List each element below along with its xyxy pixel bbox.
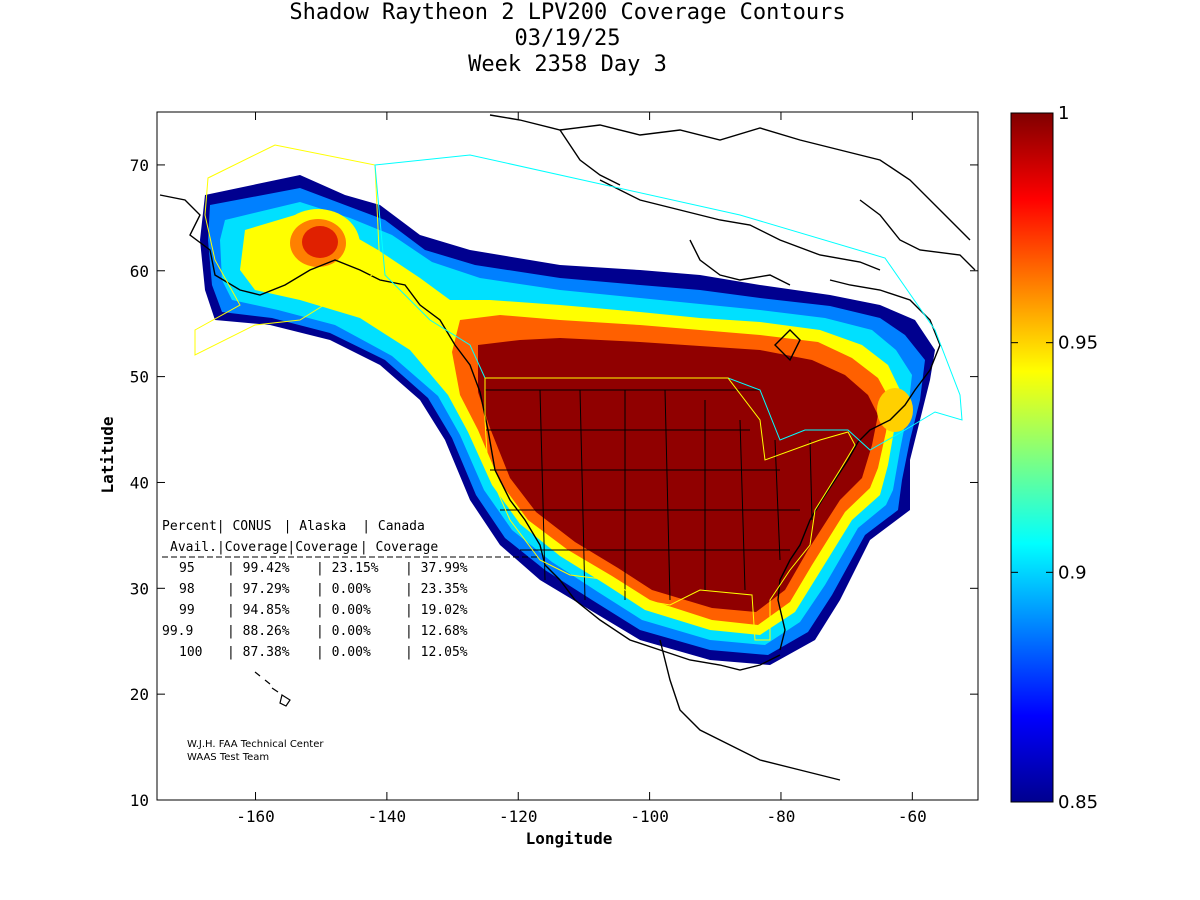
- alaska-coverage-peak: [302, 226, 338, 258]
- table-cell: | 88.26%: [227, 624, 290, 639]
- conus-service-volume: [484, 377, 856, 641]
- coverage-contours: [159, 114, 976, 781]
- table-cell: 100: [179, 645, 202, 660]
- table-cell: | 23.35%: [405, 582, 468, 597]
- table-cell: | 12.05%: [405, 645, 468, 660]
- y-tick-label: 40: [130, 473, 149, 492]
- y-tick-label: 70: [130, 156, 149, 175]
- table-cell: | 0.00%: [316, 582, 371, 597]
- colorbar: [1010, 112, 1054, 803]
- x-tick-label: -100: [630, 807, 669, 826]
- table-row: 98 | 97.29% | 0.00% | 23.35%: [179, 582, 468, 597]
- table-cell: 95: [179, 561, 195, 576]
- y-tick-label: 20: [130, 685, 149, 704]
- x-tick-label: -160: [236, 807, 275, 826]
- table-cell: 99: [179, 603, 195, 618]
- colorbar-ticks: 1 0.95 0.9 0.85: [1011, 103, 1098, 813]
- x-axis-ticks: -160 -140 -120 -100 -80 -60: [236, 112, 927, 826]
- chart-date: 03/19/25: [514, 26, 621, 51]
- x-axis-label: Longitude: [526, 829, 613, 848]
- x-tick-label: -80: [767, 807, 796, 826]
- hawaii-islands: [254, 671, 291, 707]
- credit-line-1: W.J.H. FAA Technical Center: [187, 739, 324, 750]
- service-volume-outlines: [194, 144, 963, 641]
- colorbar-tick-label: 0.9: [1058, 562, 1087, 583]
- table-cell: | 0.00%: [316, 645, 371, 660]
- chart-title-block: Shadow Raytheon 2 LPV200 Coverage Contou…: [0, 0, 1135, 78]
- table-cell: | 0.00%: [316, 624, 371, 639]
- table-cell: | 87.38%: [227, 645, 290, 660]
- y-tick-label: 50: [130, 368, 149, 387]
- y-tick-label: 30: [130, 579, 149, 598]
- coverage-stats-table: Percent| CONUS | Alaska | Canada Avail.|Co…: [162, 519, 540, 660]
- table-cell: | 37.99%: [405, 561, 468, 576]
- y-axis-ticks: 10 20 30 40 50 60 70: [130, 156, 978, 810]
- northeast-coverage-dip: [877, 388, 913, 432]
- y-tick-label: 60: [130, 262, 149, 281]
- x-tick-label: -60: [898, 807, 927, 826]
- table-cell: | 94.85%: [227, 603, 290, 618]
- table-row: 99 | 94.85% | 0.00% | 19.02%: [179, 603, 468, 618]
- coastlines: [159, 114, 976, 781]
- table-cell: | 99.42%: [227, 561, 290, 576]
- coverage-band-100: [478, 338, 878, 612]
- y-axis-label: Latitude: [98, 416, 117, 493]
- table-cell: | 97.29%: [227, 582, 290, 597]
- chart-week-day: Week 2358 Day 3: [468, 52, 667, 77]
- table-row: 99.9 | 88.26% | 0.00% | 12.68%: [162, 624, 468, 639]
- table-row: 95 | 99.42% | 23.15% | 37.99%: [179, 561, 468, 576]
- table-cell: | 23.15%: [316, 561, 379, 576]
- colorbar-tick-label: 0.95: [1058, 333, 1098, 354]
- table-row: 100 | 87.38% | 0.00% | 12.05%: [179, 645, 468, 660]
- state-boundaries: [485, 389, 813, 601]
- table-cell: 98: [179, 582, 195, 597]
- colorbar-tick-label: 0.85: [1058, 792, 1098, 813]
- table-cell: | 0.00%: [316, 603, 371, 618]
- table-cell: | 12.68%: [405, 624, 468, 639]
- table-cell: 99.9: [162, 624, 193, 639]
- alaska-service-volume: [194, 144, 381, 356]
- canada-service-volume: [374, 154, 963, 451]
- credit-line-2: WAAS Test Team: [187, 752, 269, 763]
- y-tick-label: 10: [130, 791, 149, 810]
- x-tick-label: -140: [368, 807, 407, 826]
- x-tick-label: -120: [499, 807, 538, 826]
- chart-title: Shadow Raytheon 2 LPV200 Coverage Contou…: [289, 0, 846, 25]
- table-header-row1: Percent| CONUS | Alaska | Canada: [162, 519, 425, 534]
- table-cell: | 19.02%: [405, 603, 468, 618]
- table-header-row2: Avail.|Coverage|Coverage | Coverage: [170, 540, 438, 555]
- colorbar-tick-label: 1: [1058, 103, 1069, 124]
